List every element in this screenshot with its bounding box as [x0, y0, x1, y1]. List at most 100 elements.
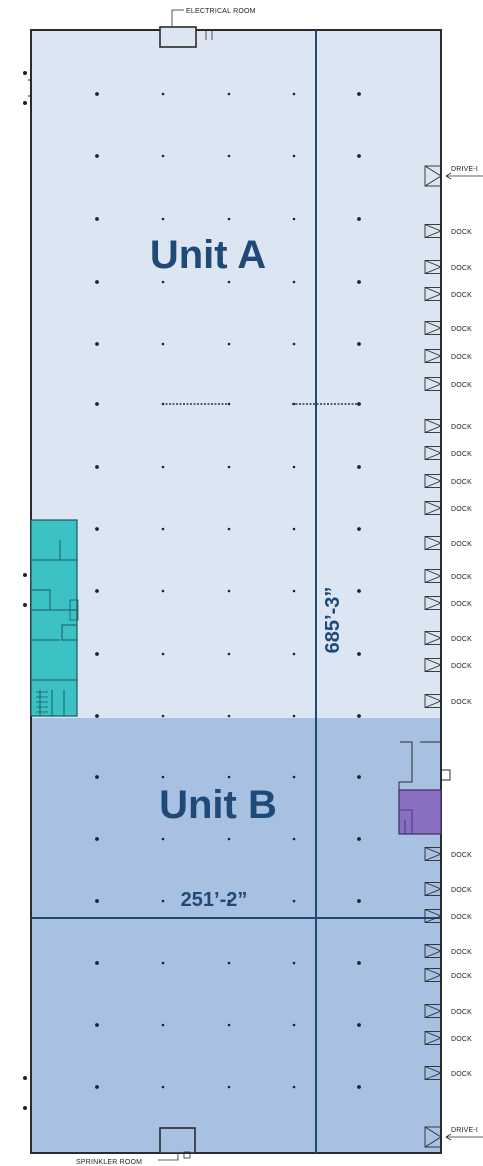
column-dot: [227, 92, 231, 96]
column-dot: [357, 342, 361, 346]
drive-in-door[interactable]: [424, 165, 442, 187]
column-dot: [292, 961, 296, 965]
office-teal[interactable]: [30, 519, 79, 717]
drive-in-arrow: [445, 172, 483, 180]
column-dot: [161, 714, 165, 718]
dock-label: DOCK: [451, 479, 472, 486]
column-dot: [227, 527, 231, 531]
dock-door[interactable]: [424, 944, 443, 958]
column-dot: [357, 92, 361, 96]
dock-door[interactable]: [424, 569, 443, 583]
column-dot: [161, 775, 165, 779]
dock-door[interactable]: [424, 882, 443, 896]
column-dot: [95, 714, 99, 718]
column-dot: [161, 342, 165, 346]
dock-label: DOCK: [451, 949, 472, 956]
dock-label: DOCK: [451, 914, 472, 921]
office-purple[interactable]: [398, 741, 451, 835]
column-dot: [227, 402, 231, 406]
dock-label: DOCK: [451, 424, 472, 431]
column-dot: [161, 92, 165, 96]
column-dot: [227, 1085, 231, 1089]
column-dot: [227, 465, 231, 469]
column-dot: [95, 92, 99, 96]
column-dot: [292, 775, 296, 779]
column-dot: [292, 465, 296, 469]
column-dot: [292, 527, 296, 531]
column-dot: [292, 92, 296, 96]
dock-label: DOCK: [451, 973, 472, 980]
dock-label: DOCK: [451, 852, 472, 859]
dock-label: DOCK: [451, 636, 472, 643]
column-dot: [161, 217, 165, 221]
unit-a-label: Unit A: [150, 233, 266, 277]
dock-door[interactable]: [424, 1066, 443, 1080]
dock-label: DOCK: [451, 887, 472, 894]
dock-door[interactable]: [424, 419, 443, 433]
dock-door[interactable]: [424, 1031, 443, 1045]
column-dot: [161, 1023, 165, 1027]
unit-b-area[interactable]: [31, 718, 441, 1153]
dock-door[interactable]: [424, 501, 443, 515]
left-wall-fixtures: [23, 71, 31, 1110]
column-dot: [227, 217, 231, 221]
length-dimension-label: 685’-3”: [322, 587, 344, 654]
column-dot: [161, 465, 165, 469]
column-dot: [95, 465, 99, 469]
column-dot: [95, 280, 99, 284]
column-dot: [161, 527, 165, 531]
column-dot: [227, 342, 231, 346]
dock-door[interactable]: [424, 596, 443, 610]
dock-door[interactable]: [424, 260, 443, 274]
dock-door[interactable]: [424, 224, 443, 238]
dock-door[interactable]: [424, 321, 443, 335]
dock-door[interactable]: [424, 474, 443, 488]
dock-door[interactable]: [424, 909, 443, 923]
column-dot: [357, 465, 361, 469]
dock-door[interactable]: [424, 968, 443, 982]
dock-door[interactable]: [424, 287, 443, 301]
column-dot: [357, 589, 361, 593]
dock-door[interactable]: [424, 349, 443, 363]
column-dot: [161, 280, 165, 284]
column-dot: [292, 280, 296, 284]
column-dot: [95, 342, 99, 346]
column-dot: [95, 837, 99, 841]
dock-door[interactable]: [424, 446, 443, 460]
column-dot: [95, 589, 99, 593]
width-dimension-label: 251’-2”: [181, 889, 248, 911]
column-dot: [95, 527, 99, 531]
column-dot: [357, 961, 361, 965]
column-dot: [292, 714, 296, 718]
dock-door[interactable]: [424, 377, 443, 391]
drive-in-door[interactable]: [424, 1126, 442, 1148]
drive-in-label: DRIVE-I: [451, 1127, 478, 1134]
column-dot: [95, 652, 99, 656]
dock-door[interactable]: [424, 536, 443, 550]
column-dot: [161, 154, 165, 158]
dock-door[interactable]: [424, 847, 443, 861]
column-dot: [292, 589, 296, 593]
electrical-room-label: ELECTRICAL ROOM: [186, 8, 256, 15]
column-dot: [227, 775, 231, 779]
column-dot: [227, 154, 231, 158]
column-dot: [95, 217, 99, 221]
dock-label: DOCK: [451, 574, 472, 581]
column-dot: [161, 961, 165, 965]
column-dot: [357, 837, 361, 841]
dock-door[interactable]: [424, 658, 443, 672]
column-dot: [292, 652, 296, 656]
sprinkler-room[interactable]: [158, 1127, 196, 1161]
column-dot: [161, 899, 165, 903]
column-dot: [357, 899, 361, 903]
dock-label: DOCK: [451, 541, 472, 548]
dock-label: DOCK: [451, 1071, 472, 1078]
column-grid: [95, 92, 361, 1089]
electrical-room[interactable]: [159, 9, 222, 48]
dock-label: DOCK: [451, 601, 472, 608]
dock-door[interactable]: [424, 1004, 443, 1018]
dock-door[interactable]: [424, 694, 443, 708]
dock-door[interactable]: [424, 631, 443, 645]
unit-a-area[interactable]: [31, 30, 441, 718]
